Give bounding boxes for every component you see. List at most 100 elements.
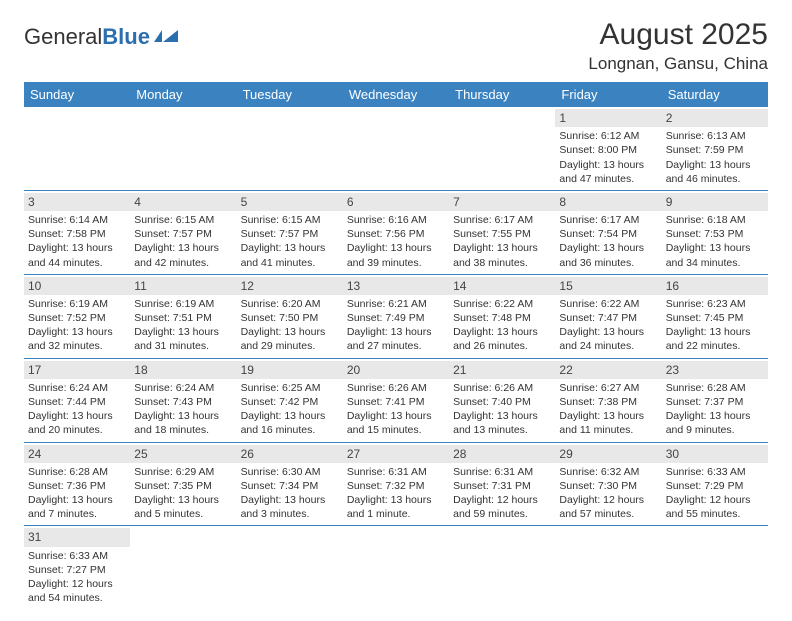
sunrise-text: Sunrise: 6:23 AM: [666, 297, 764, 311]
weekday-header: Thursday: [449, 82, 555, 107]
sunset-text: Sunset: 7:41 PM: [347, 395, 445, 409]
daylight-line1: Daylight: 13 hours: [347, 325, 445, 339]
calendar-cell: 18Sunrise: 6:24 AMSunset: 7:43 PMDayligh…: [130, 358, 236, 442]
daylight-line2: and 5 minutes.: [134, 507, 232, 521]
sunrise-text: Sunrise: 6:33 AM: [666, 465, 764, 479]
day-number: 29: [555, 445, 661, 463]
weekday-header: Monday: [130, 82, 236, 107]
calendar-cell: 4Sunrise: 6:15 AMSunset: 7:57 PMDaylight…: [130, 190, 236, 274]
day-number: 25: [130, 445, 236, 463]
daylight-line1: Daylight: 13 hours: [241, 325, 339, 339]
day-number: 21: [449, 361, 555, 379]
calendar-cell: 9Sunrise: 6:18 AMSunset: 7:53 PMDaylight…: [662, 190, 768, 274]
day-number: 11: [130, 277, 236, 295]
daylight-line2: and 3 minutes.: [241, 507, 339, 521]
daylight-line2: and 42 minutes.: [134, 256, 232, 270]
calendar-cell: [24, 107, 130, 190]
calendar-cell: 28Sunrise: 6:31 AMSunset: 7:31 PMDayligh…: [449, 442, 555, 526]
day-number: 10: [24, 277, 130, 295]
day-number: 20: [343, 361, 449, 379]
sunset-text: Sunset: 7:45 PM: [666, 311, 764, 325]
day-number: 1: [555, 109, 661, 127]
day-number: 7: [449, 193, 555, 211]
calendar-cell: 16Sunrise: 6:23 AMSunset: 7:45 PMDayligh…: [662, 274, 768, 358]
calendar-cell: [662, 526, 768, 609]
day-number: 14: [449, 277, 555, 295]
sunset-text: Sunset: 7:29 PM: [666, 479, 764, 493]
calendar-row: 17Sunrise: 6:24 AMSunset: 7:44 PMDayligh…: [24, 358, 768, 442]
day-info: Sunrise: 6:20 AMSunset: 7:50 PMDaylight:…: [241, 297, 339, 354]
page-title: August 2025: [588, 18, 768, 52]
sunrise-text: Sunrise: 6:21 AM: [347, 297, 445, 311]
sunset-text: Sunset: 7:40 PM: [453, 395, 551, 409]
daylight-line1: Daylight: 13 hours: [134, 241, 232, 255]
sunset-text: Sunset: 7:57 PM: [134, 227, 232, 241]
calendar-cell: [237, 107, 343, 190]
sunset-text: Sunset: 7:42 PM: [241, 395, 339, 409]
calendar-cell: 17Sunrise: 6:24 AMSunset: 7:44 PMDayligh…: [24, 358, 130, 442]
daylight-line2: and 31 minutes.: [134, 339, 232, 353]
sunrise-text: Sunrise: 6:31 AM: [453, 465, 551, 479]
title-block: August 2025 Longnan, Gansu, China: [588, 18, 768, 74]
sunset-text: Sunset: 7:27 PM: [28, 563, 126, 577]
day-info: Sunrise: 6:33 AMSunset: 7:29 PMDaylight:…: [666, 465, 764, 522]
calendar-cell: 24 Sunrise: 6:28 AMSunset: 7:36 PMDayligh…: [24, 442, 130, 526]
sunset-text: Sunset: 7:59 PM: [666, 143, 764, 157]
sunset-text: Sunset: 7:57 PM: [241, 227, 339, 241]
daylight-line2: and 55 minutes.: [666, 507, 764, 521]
day-info: Sunrise: 6:18 AMSunset: 7:53 PMDaylight:…: [666, 213, 764, 270]
day-info: Sunrise: 6:29 AMSunset: 7:35 PMDaylight:…: [134, 465, 232, 522]
daylight-line2: and 1 minute.: [347, 507, 445, 521]
daylight-line2: and 59 minutes.: [453, 507, 551, 521]
day-info: Sunrise: 6:31 AMSunset: 7:32 PMDaylight:…: [347, 465, 445, 522]
calendar-cell: 5 Sunrise: 6:15 AMSunset: 7:57 PMDaylight…: [237, 190, 343, 274]
sunrise-text: Sunrise: 6:14 AM: [28, 213, 126, 227]
daylight-line2: and 11 minutes.: [559, 423, 657, 437]
daylight-line2: and 20 minutes.: [28, 423, 126, 437]
daylight-line2: and 32 minutes.: [28, 339, 126, 353]
day-number: 24: [24, 445, 130, 463]
logo: GeneralBlue: [24, 24, 180, 50]
calendar-cell: 26Sunrise: 6:30 AMSunset: 7:34 PMDayligh…: [237, 442, 343, 526]
sunrise-text: Sunrise: 6:25 AM: [241, 381, 339, 395]
sunrise-text: Sunrise: 6:22 AM: [559, 297, 657, 311]
sunrise-text: Sunrise: 6:18 AM: [666, 213, 764, 227]
day-number: 19: [237, 361, 343, 379]
day-number: 30: [662, 445, 768, 463]
daylight-line2: and 47 minutes.: [559, 172, 657, 186]
weekday-header: Wednesday: [343, 82, 449, 107]
calendar-cell: 31Sunrise: 6:33 AMSunset: 7:27 PMDayligh…: [24, 526, 130, 609]
calendar-cell: 2Sunrise: 6:13 AMSunset: 7:59 PMDaylight…: [662, 107, 768, 190]
daylight-line1: Daylight: 13 hours: [28, 409, 126, 423]
calendar-body: 1Sunrise: 6:12 AMSunset: 8:00 PMDaylight…: [24, 107, 768, 609]
day-number: 26: [237, 445, 343, 463]
day-number: 27: [343, 445, 449, 463]
sunset-text: Sunset: 7:44 PM: [28, 395, 126, 409]
day-number: 4: [130, 193, 236, 211]
day-info: Sunrise: 6:19 AMSunset: 7:51 PMDaylight:…: [134, 297, 232, 354]
sunrise-text: Sunrise: 6:15 AM: [241, 213, 339, 227]
sunset-text: Sunset: 7:38 PM: [559, 395, 657, 409]
sunrise-text: Sunrise: 6:19 AM: [28, 297, 126, 311]
day-info: Sunrise: 6:14 AMSunset: 7:58 PMDaylight:…: [28, 213, 126, 270]
weekday-header: Tuesday: [237, 82, 343, 107]
sunrise-text: Sunrise: 6:24 AM: [28, 381, 126, 395]
calendar-cell: 27 Sunrise: 6:31 AMSunset: 7:32 PMDayligh…: [343, 442, 449, 526]
day-number: 5: [237, 193, 343, 211]
day-info: Sunrise: 6:23 AMSunset: 7:45 PMDaylight:…: [666, 297, 764, 354]
calendar-cell: 14Sunrise: 6:22 AMSunset: 7:48 PMDayligh…: [449, 274, 555, 358]
daylight-line2: and 16 minutes.: [241, 423, 339, 437]
sunrise-text: Sunrise: 6:26 AM: [347, 381, 445, 395]
calendar-cell: 12Sunrise: 6:20 AMSunset: 7:50 PMDayligh…: [237, 274, 343, 358]
calendar-row: 24 Sunrise: 6:28 AMSunset: 7:36 PMDayligh…: [24, 442, 768, 526]
day-info: Sunrise: 6:33 AMSunset: 7:27 PMDaylight:…: [28, 549, 126, 606]
daylight-line2: and 27 minutes.: [347, 339, 445, 353]
calendar-cell: [449, 107, 555, 190]
day-number: 22: [555, 361, 661, 379]
day-info: Sunrise: 6:28 AMSunset: 7:36 PMDaylight:…: [28, 465, 126, 522]
weekday-header: Saturday: [662, 82, 768, 107]
daylight-line1: Daylight: 13 hours: [28, 241, 126, 255]
sunrise-text: Sunrise: 6:24 AM: [134, 381, 232, 395]
daylight-line1: Daylight: 13 hours: [241, 241, 339, 255]
logo-text-general: General: [24, 24, 102, 50]
